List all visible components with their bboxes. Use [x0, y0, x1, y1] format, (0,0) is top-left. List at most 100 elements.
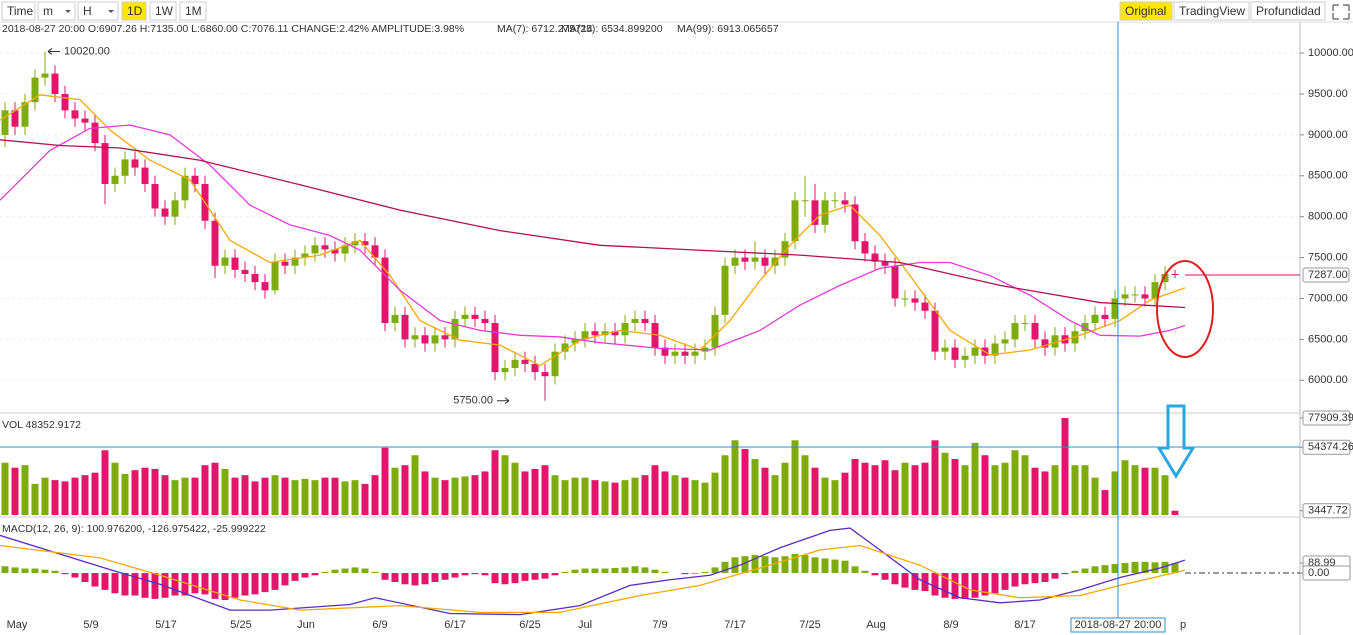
- info-text: 2018-08-27 20:00 O:6907.26 H:7135.00 L:6…: [2, 23, 464, 35]
- volume-bar: [411, 455, 419, 515]
- volume-bar: [351, 480, 359, 515]
- candle-body: [1051, 335, 1059, 348]
- interval-button[interactable]: Time: [1, 1, 36, 21]
- macd-bar: [971, 573, 979, 598]
- volume-bar: [321, 477, 329, 515]
- view-button[interactable]: Profundidad: [1250, 1, 1326, 21]
- interval-button[interactable]: 1W: [149, 1, 177, 21]
- candle-body: [101, 143, 109, 184]
- y-tick-label: 10000.00: [1308, 47, 1353, 59]
- candle-body: [901, 298, 909, 300]
- volume-bar: [691, 480, 699, 515]
- volume-bar: [1071, 465, 1079, 515]
- candle-body: [331, 249, 339, 254]
- macd-bar: [801, 555, 809, 574]
- x-tick-label: 7/9: [652, 619, 667, 631]
- y-tick-box: [1302, 503, 1351, 519]
- volume-bar: [401, 465, 409, 515]
- volume-bar: [721, 455, 729, 515]
- volume-bar: [581, 477, 589, 515]
- macd-bar: [491, 573, 499, 584]
- volume-bar: [1051, 465, 1059, 515]
- x-tick-label: 7/25: [799, 619, 820, 631]
- candle-body: [811, 200, 819, 225]
- macd-bar: [431, 573, 439, 583]
- candle-body: [741, 257, 749, 262]
- interval-button[interactable]: m: [37, 1, 76, 21]
- x-tick-label: 5/25: [230, 619, 251, 631]
- volume-bar: [461, 476, 469, 515]
- macd-bar: [581, 568, 589, 574]
- macd-bar: [741, 556, 749, 574]
- x-tick-label: 6/17: [444, 619, 465, 631]
- volume-bar: [771, 475, 779, 515]
- candle-body: [1081, 323, 1089, 332]
- down-arrow: [1156, 404, 1196, 479]
- volume-bar: [591, 480, 599, 515]
- candle-body: [921, 302, 929, 311]
- macd-bar: [401, 573, 409, 585]
- macd-bar: [751, 555, 759, 574]
- volume-bar: [881, 460, 889, 515]
- volume-bar: [671, 475, 679, 515]
- candle-body: [661, 347, 669, 356]
- interval-button[interactable]: 1D: [121, 1, 147, 21]
- macd-bar: [51, 570, 59, 574]
- volume-bar: [1161, 475, 1169, 515]
- volume-bar: [311, 480, 319, 515]
- candle-body: [271, 261, 279, 291]
- macd-bar: [351, 567, 359, 574]
- candle-body: [951, 347, 959, 360]
- macd-bar: [471, 573, 479, 575]
- volume-bar: [1021, 455, 1029, 515]
- volume-bar: [741, 449, 749, 515]
- candle-body: [301, 253, 309, 258]
- view-button[interactable]: Original: [1119, 1, 1173, 21]
- interval-button[interactable]: H: [77, 1, 119, 21]
- volume-bar: [1171, 510, 1179, 515]
- candle-body: [361, 241, 369, 246]
- volume-bar: [551, 475, 559, 515]
- fullscreen-icon[interactable]: [1332, 4, 1350, 20]
- macd-bar: [451, 573, 459, 578]
- macd-bar: [1171, 563, 1179, 574]
- x-tick-label: 7/17: [724, 619, 745, 631]
- interval-button[interactable]: 1M: [179, 1, 207, 21]
- candle-body: [821, 200, 829, 225]
- macd-bar: [371, 571, 379, 574]
- panel-title: VOL 48352.9172: [2, 419, 81, 431]
- candle-body: [71, 110, 79, 119]
- macd-bar: [111, 573, 119, 594]
- macd-bar: [731, 557, 739, 574]
- candle-body: [1141, 294, 1149, 299]
- volume-bar: [301, 478, 309, 515]
- volume-bar: [11, 467, 19, 515]
- macd-bar: [171, 573, 179, 596]
- volume-bar: [841, 472, 849, 515]
- candle-body: [471, 314, 479, 319]
- volume-bar: [821, 477, 829, 515]
- macd-bar: [201, 573, 209, 595]
- x-tick-label: 6/9: [372, 619, 387, 631]
- candle-body: [91, 122, 99, 144]
- volume-bar: [291, 480, 299, 515]
- macd-bar: [271, 573, 279, 590]
- macd-bar: [841, 560, 849, 574]
- candle-body: [121, 159, 129, 176]
- last-price-box: [1302, 267, 1350, 283]
- volume-bar: [421, 471, 429, 515]
- macd-bar: [711, 567, 719, 574]
- candle-body: [441, 335, 449, 340]
- volume-bar: [1121, 460, 1129, 515]
- candle-body: [541, 372, 549, 377]
- button-bg: [1119, 1, 1173, 21]
- macd-bar: [231, 573, 239, 598]
- macd-bar: [821, 558, 829, 574]
- button-label: 1W: [155, 4, 174, 18]
- volume-bar: [371, 475, 379, 515]
- candle-body: [931, 310, 939, 352]
- view-button[interactable]: TradingView: [1173, 1, 1250, 21]
- volume-bar: [111, 462, 119, 515]
- volume-bar: [61, 481, 69, 515]
- macd-bar: [411, 573, 419, 586]
